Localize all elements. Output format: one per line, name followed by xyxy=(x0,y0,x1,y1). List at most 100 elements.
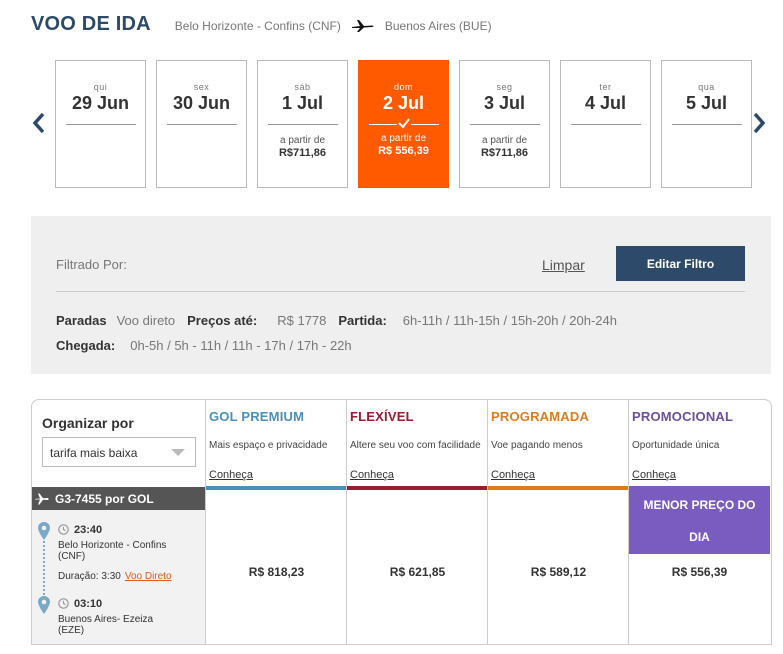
arrival-label: Chegada: xyxy=(56,338,116,353)
date-card-selected[interactable]: dom 2 Jul a partir de R$ 556,39 xyxy=(358,60,449,188)
fare-more-link[interactable]: Conheça xyxy=(632,469,677,481)
date-divider xyxy=(671,124,742,125)
edit-filter-button[interactable]: Editar Filtro xyxy=(616,246,745,281)
flight-number: G3-7455 por GOL xyxy=(55,491,154,506)
airplane-icon xyxy=(35,493,49,504)
date-weekday: qua xyxy=(698,82,715,92)
date-weekday: dom xyxy=(393,82,413,92)
date-day: 29 Jun xyxy=(71,93,130,113)
date-day: 5 Jul xyxy=(685,93,728,113)
page-title: VOO DE IDA xyxy=(31,12,151,35)
fare-more-link[interactable]: Conheça xyxy=(209,469,254,481)
filter-summary-row: Paradas Voo direto Preços até: R$ 1778 Parti… xyxy=(56,313,629,328)
stops-label: Paradas xyxy=(56,313,107,328)
fare-column-premium: GOL PREMIUM Mais espaço e privacidade Co… xyxy=(205,400,347,644)
date-price: R$ 556,39 xyxy=(378,145,429,157)
date-day: 1 Jul xyxy=(281,93,324,113)
arrival-time: 03:10 xyxy=(74,598,103,610)
date-card[interactable]: qua 5 Jul xyxy=(661,60,752,188)
date-card[interactable]: seg 3 Jul a partir de R$711,86 xyxy=(459,60,550,188)
date-weekday: seg xyxy=(496,82,513,92)
departure-label: Partida: xyxy=(338,313,387,328)
origin-label: Belo Horizonte - Confins (CNF) xyxy=(174,18,341,33)
route-dots xyxy=(43,541,45,595)
best-price-badge: MENOR PREÇO DO DIA xyxy=(629,486,770,554)
date-weekday: sex xyxy=(193,82,210,92)
fare-price-option[interactable]: R$ 556,39 xyxy=(671,565,728,579)
flight-duration: Duração: 3:30 Voo Direto xyxy=(58,571,172,582)
fare-name: PROMOCIONAL xyxy=(632,409,734,424)
date-card[interactable]: ter 4 Jul xyxy=(560,60,651,188)
date-divider xyxy=(570,124,641,125)
date-carousel: qui 29 Jun sex 30 Jun sáb 1 Jul a partir… xyxy=(55,60,752,188)
fare-description: Voe pagando menos xyxy=(491,440,583,451)
date-card[interactable]: sáb 1 Jul a partir de R$711,86 xyxy=(257,60,348,188)
clock-icon xyxy=(58,524,69,535)
stops-value: Voo direto xyxy=(116,313,176,328)
date-divider xyxy=(65,124,136,125)
badge-line: MENOR PREÇO DO xyxy=(643,498,756,512)
departure-value: 6h-11h / 11h-15h / 15h-20h / 20h-24h xyxy=(402,313,617,328)
check-icon xyxy=(397,117,411,129)
clock-icon xyxy=(58,598,69,609)
airplane-icon xyxy=(351,19,374,32)
fare-price-option[interactable]: R$ 589,12 xyxy=(530,565,587,579)
page-header: VOO DE IDA Belo Horizonte - Confins (CNF… xyxy=(31,10,492,38)
date-day: 4 Jul xyxy=(584,93,627,113)
price-limit-value: R$ 1778 xyxy=(277,313,327,328)
arrival-value: 0h-5h / 5h - 11h / 11h - 17h / 17h - 22h xyxy=(130,338,352,353)
fare-more-link[interactable]: Conheça xyxy=(350,469,395,481)
date-divider xyxy=(267,124,338,125)
fare-description: Altere seu voo com facilidade xyxy=(350,440,481,451)
filter-divider xyxy=(56,291,745,292)
route: Belo Horizonte - Confins (CNF) Buenos Ai… xyxy=(175,19,492,33)
chevron-down-icon xyxy=(171,449,185,456)
fare-name: PROGRAMADA xyxy=(491,409,590,424)
arrival-place: Buenos Aires- Ezeiza (EZE) xyxy=(58,614,154,636)
sort-select[interactable]: tarifa mais baixa xyxy=(42,437,196,467)
departure-place: Belo Horizonte - Confins (CNF) xyxy=(58,540,167,562)
fare-name: GOL PREMIUM xyxy=(209,409,305,424)
date-divider xyxy=(469,124,540,125)
date-weekday: qui xyxy=(93,82,108,92)
chevron-right-icon[interactable] xyxy=(752,112,766,134)
date-card[interactable]: sex 30 Jun xyxy=(156,60,247,188)
location-pin-icon xyxy=(38,596,50,614)
date-weekday: ter xyxy=(599,82,612,92)
date-day: 3 Jul xyxy=(483,93,526,113)
date-price: R$711,86 xyxy=(278,147,327,159)
fare-description: Oportunidade única xyxy=(632,440,720,451)
date-divider xyxy=(166,124,237,125)
departure-time: 23:40 xyxy=(74,524,103,536)
fare-description: Mais espaço e privacidade xyxy=(209,440,328,451)
fare-color-bar xyxy=(206,486,347,490)
date-day: 30 Jun xyxy=(172,93,231,113)
date-from-label: a partir de xyxy=(279,135,326,146)
filter-label: Filtrado Por: xyxy=(56,257,127,272)
fare-color-bar xyxy=(347,486,488,490)
filter-summary-row: Chegada: 0h-5h / 5h - 11h / 11h - 17h / 1… xyxy=(56,338,364,353)
destination-label: Buenos Aires (BUE) xyxy=(384,18,492,33)
direct-flight-link[interactable]: Voo Direto xyxy=(124,571,172,582)
results-table: Organizar por tarifa mais baixa G3-7455 … xyxy=(31,399,772,645)
price-limit-label: Preços até: xyxy=(187,313,258,328)
location-pin-icon xyxy=(38,522,50,540)
date-price: R$711,86 xyxy=(480,147,529,159)
filter-panel: Filtrado Por: Limpar Editar Filtro Parad… xyxy=(31,216,771,374)
fare-color-bar xyxy=(488,486,629,490)
fare-price-option[interactable]: R$ 621,85 xyxy=(389,565,446,579)
sort-selected-value: tarifa mais baixa xyxy=(50,446,138,460)
fare-price-option[interactable]: R$ 818,23 xyxy=(248,565,305,579)
date-from-label: a partir de xyxy=(380,133,427,144)
fare-column-flexible: FLEXÍVEL Altere seu voo com facilidade C… xyxy=(346,400,488,644)
flight-header: G3-7455 por GOL xyxy=(32,487,205,510)
fare-column-promotional: PROMOCIONAL Oportunidade única Conheça M… xyxy=(628,400,770,644)
fare-column-programmed: PROGRAMADA Voe pagando menos Conheça R$ … xyxy=(487,400,629,644)
date-card[interactable]: qui 29 Jun xyxy=(55,60,146,188)
date-day: 2 Jul xyxy=(382,93,425,113)
chevron-left-icon[interactable] xyxy=(32,112,46,134)
duration-text: Duração: 3:30 xyxy=(58,571,121,582)
fare-more-link[interactable]: Conheça xyxy=(491,469,536,481)
date-from-label: a partir de xyxy=(481,135,528,146)
clear-filter-link[interactable]: Limpar xyxy=(542,257,585,273)
